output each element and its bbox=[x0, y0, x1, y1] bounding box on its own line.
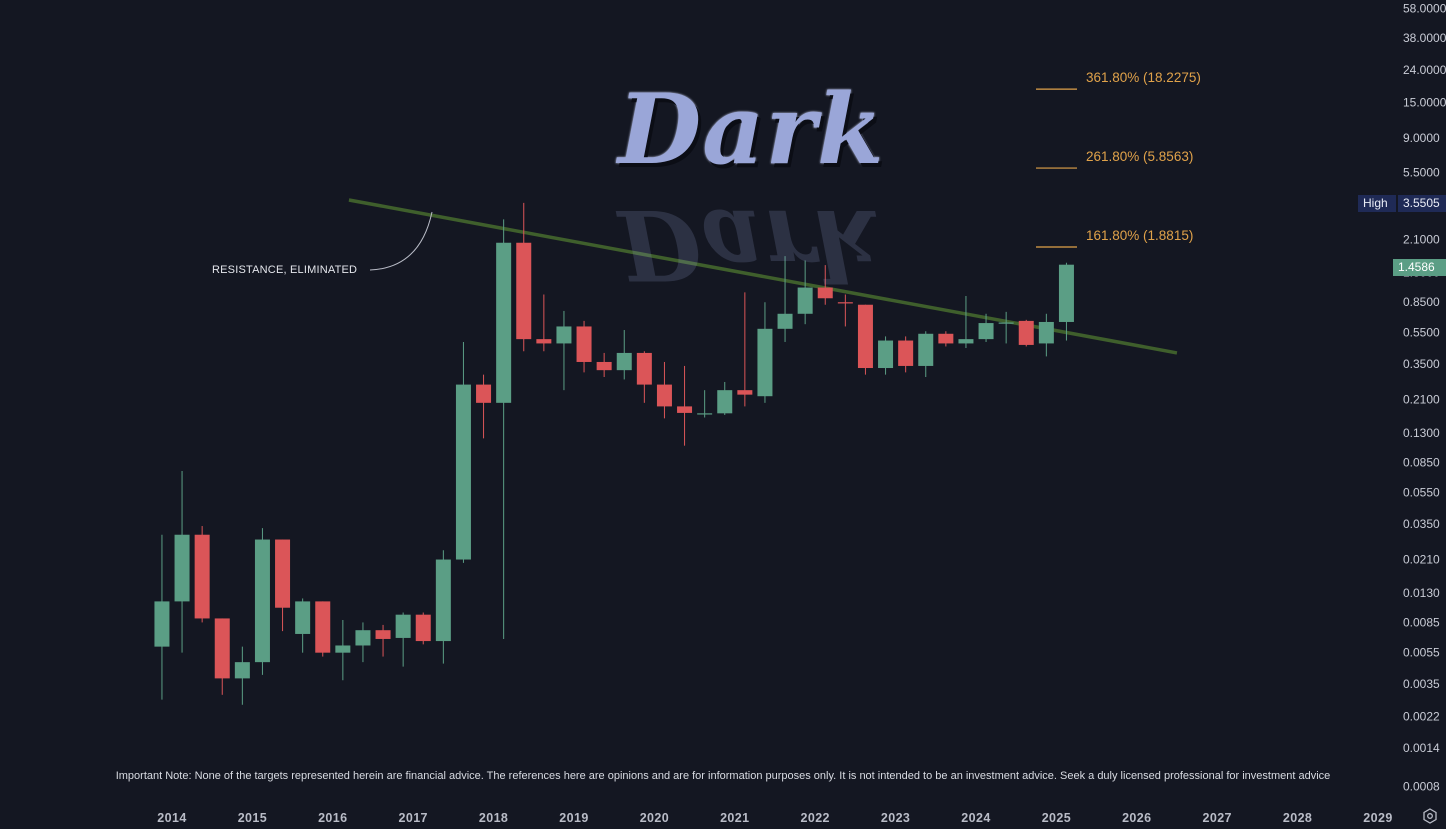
candle bbox=[194, 526, 210, 623]
candle bbox=[154, 534, 170, 700]
y-tick-label: 0.5500 bbox=[1403, 326, 1440, 340]
candle bbox=[837, 294, 853, 327]
annotation-connector bbox=[369, 211, 433, 271]
y-tick-label: 38.0000 bbox=[1403, 31, 1446, 45]
candle bbox=[315, 601, 331, 657]
y-tick-label: 2.1000 bbox=[1403, 232, 1440, 246]
y-tick-label: 5.5000 bbox=[1403, 165, 1440, 179]
candle bbox=[254, 528, 270, 675]
x-tick-label: 2028 bbox=[1283, 811, 1312, 825]
candle bbox=[857, 304, 873, 375]
y-tick-label: 0.0014 bbox=[1403, 741, 1440, 755]
candle bbox=[717, 381, 733, 415]
candle bbox=[737, 292, 753, 407]
x-tick-label: 2022 bbox=[800, 811, 829, 825]
y-tick-label: 0.0550 bbox=[1403, 486, 1440, 500]
y-tick-label: 0.1300 bbox=[1403, 426, 1440, 440]
candle bbox=[455, 341, 471, 563]
x-tick-label: 2018 bbox=[479, 811, 508, 825]
candle bbox=[536, 294, 552, 352]
candle bbox=[496, 219, 512, 639]
gear-icon[interactable] bbox=[1422, 808, 1438, 824]
disclaimer-note: Important Note: None of the targets repr… bbox=[115, 770, 1331, 782]
candle bbox=[938, 331, 954, 347]
x-tick-label: 2027 bbox=[1202, 811, 1231, 825]
y-tick-label: 0.0085 bbox=[1403, 615, 1440, 629]
candle bbox=[395, 612, 411, 667]
y-tick-label: 0.0035 bbox=[1403, 677, 1440, 691]
y-tick-label: 58.0000 bbox=[1403, 2, 1446, 16]
candle bbox=[596, 352, 612, 378]
candle bbox=[516, 202, 532, 352]
candle bbox=[757, 302, 773, 403]
candle bbox=[214, 618, 230, 695]
fib-level-label: 161.80% (1.8815) bbox=[1086, 228, 1193, 243]
fib-level-label: 361.80% (18.2275) bbox=[1086, 70, 1201, 85]
x-tick-label: 2021 bbox=[720, 811, 749, 825]
candle bbox=[556, 310, 572, 391]
y-tick-label: 0.0130 bbox=[1403, 586, 1440, 600]
x-tick-label: 2024 bbox=[961, 811, 990, 825]
candle bbox=[817, 265, 833, 305]
candle bbox=[697, 390, 713, 418]
candle bbox=[295, 598, 311, 653]
x-tick-label: 2014 bbox=[157, 811, 186, 825]
y-tick-label: 0.0008 bbox=[1403, 780, 1440, 794]
candle bbox=[918, 331, 934, 378]
candle bbox=[978, 313, 994, 342]
x-tick-label: 2019 bbox=[559, 811, 588, 825]
x-tick-label: 2023 bbox=[881, 811, 910, 825]
candle bbox=[777, 256, 793, 342]
candle bbox=[636, 351, 652, 403]
x-tick-label: 2017 bbox=[398, 811, 427, 825]
y-tick-label: 0.0210 bbox=[1403, 553, 1440, 567]
x-tick-label: 2025 bbox=[1042, 811, 1071, 825]
resistance-annotation: RESISTANCE, ELIMINATED bbox=[212, 264, 358, 276]
candle bbox=[576, 320, 592, 373]
y-tick-label: 0.0350 bbox=[1403, 517, 1440, 531]
candle bbox=[174, 471, 190, 653]
candle bbox=[435, 550, 451, 664]
y-tick-label: 0.0055 bbox=[1403, 646, 1440, 660]
y-tick-label: 15.0000 bbox=[1403, 96, 1446, 110]
candle bbox=[1058, 262, 1074, 341]
candle bbox=[656, 361, 672, 419]
x-tick-label: 2016 bbox=[318, 811, 347, 825]
last-price-badge: 1.4586 bbox=[1393, 259, 1446, 276]
candle bbox=[476, 374, 492, 439]
watermark-logo: Dark bbox=[618, 73, 885, 186]
x-tick-label: 2026 bbox=[1122, 811, 1151, 825]
high-tag: High bbox=[1358, 195, 1396, 212]
candle bbox=[335, 620, 351, 681]
x-tick-label: 2020 bbox=[640, 811, 669, 825]
candle bbox=[616, 330, 632, 380]
y-tick-label: 0.2100 bbox=[1403, 392, 1440, 406]
candle bbox=[998, 311, 1014, 344]
candle bbox=[677, 365, 693, 446]
candle bbox=[375, 624, 391, 657]
candle bbox=[355, 622, 371, 663]
y-tick-label: 9.0000 bbox=[1403, 131, 1440, 145]
candle bbox=[1018, 319, 1034, 347]
y-tick-label: 0.0022 bbox=[1403, 709, 1440, 723]
candle bbox=[878, 336, 894, 375]
x-tick-label: 2015 bbox=[238, 811, 267, 825]
high-price-badge: 3.5505 bbox=[1398, 195, 1446, 212]
fib-level-label: 261.80% (5.8563) bbox=[1086, 149, 1193, 164]
candle bbox=[1038, 313, 1054, 357]
x-tick-label: 2029 bbox=[1363, 811, 1392, 825]
y-tick-label: 0.0850 bbox=[1403, 455, 1440, 469]
watermark-reflection: Dark bbox=[618, 188, 881, 301]
y-tick-label: 24.0000 bbox=[1403, 63, 1446, 77]
y-tick-label: 0.8500 bbox=[1403, 295, 1440, 309]
candle bbox=[958, 295, 974, 349]
candle bbox=[415, 612, 431, 645]
y-tick-label: 0.3500 bbox=[1403, 357, 1440, 371]
candle bbox=[797, 260, 813, 325]
candle bbox=[234, 646, 250, 705]
candle bbox=[898, 336, 914, 373]
candle bbox=[275, 539, 291, 632]
